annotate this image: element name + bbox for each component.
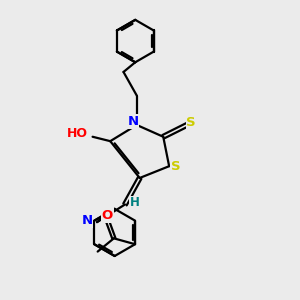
Text: S: S (171, 160, 180, 173)
Text: S: S (186, 116, 196, 128)
Text: N: N (82, 214, 93, 227)
Text: O: O (102, 209, 113, 222)
Text: HO: HO (67, 127, 88, 140)
Text: H: H (130, 196, 139, 209)
Text: N: N (128, 115, 139, 128)
